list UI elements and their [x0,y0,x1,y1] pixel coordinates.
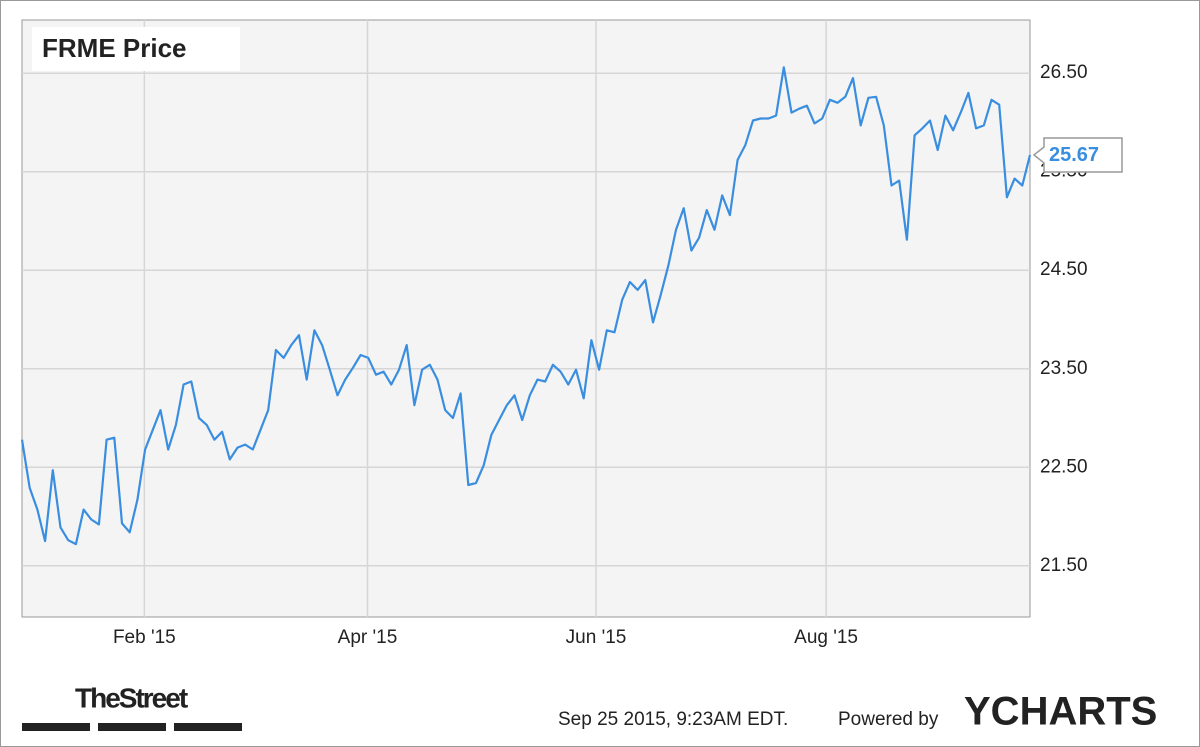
logo: TheStreet [75,682,188,713]
y-tick-label: 23.50 [1040,358,1088,379]
grid [22,20,1030,617]
x-tick-label: Jun '15 [566,627,627,648]
y-tick-label: 21.50 [1040,555,1088,576]
y-tick-label: 24.50 [1040,259,1088,280]
logo-bar [98,723,166,731]
y-tick-label: 26.50 [1040,62,1088,83]
powered-by: Powered by [838,709,939,730]
last-value-label: 25.67 [1049,144,1099,166]
last-value-callout [1032,137,1123,173]
logo-bar [174,723,242,731]
chart-title: FRME Price [42,33,187,63]
x-tick-label: Feb '15 [113,627,176,648]
x-tick-label: Aug '15 [794,627,858,648]
brand: YCHARTS [964,690,1157,734]
timestamp: Sep 25 2015, 9:23AM EDT. [558,709,788,730]
logo-bar [22,723,90,731]
x-tick-label: Apr '15 [338,627,398,648]
title-box [32,27,240,71]
y-tick-label: 22.50 [1040,456,1088,477]
price-line [20,66,1032,546]
